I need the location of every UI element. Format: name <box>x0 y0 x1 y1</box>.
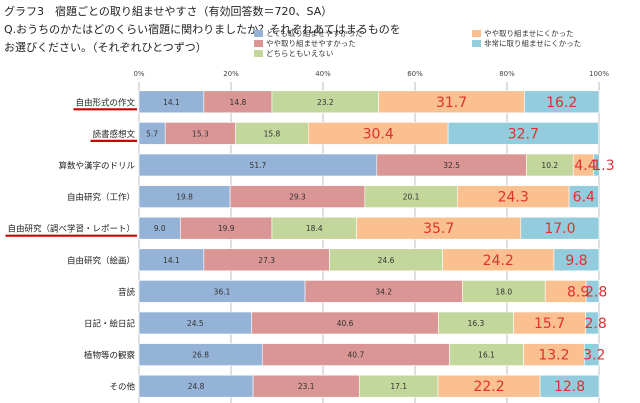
value-label: 15.3 <box>192 129 209 138</box>
category-label: 自由研究（調べ学習・レポート） <box>7 224 135 235</box>
question-line-2: お選びください。（それぞれひとつずつ） <box>4 41 207 54</box>
value-label: 14.1 <box>163 98 180 107</box>
value-label: 18.0 <box>495 287 512 296</box>
x-tick-label: 40% <box>315 70 331 78</box>
category-label: 算数や漢字のドリル <box>58 161 135 172</box>
value-label: 51.7 <box>250 161 267 170</box>
category-label: 自由形式の作文 <box>75 97 135 108</box>
bar-segment <box>524 90 600 114</box>
value-label: 9.0 <box>154 224 166 233</box>
value-label: 17.1 <box>390 382 407 391</box>
x-tick-label: 100% <box>589 70 609 78</box>
value-label: 4.4 <box>574 158 596 174</box>
legend-swatch <box>254 30 263 37</box>
value-label: 8.9 <box>567 284 589 300</box>
bar-segment <box>585 311 599 335</box>
value-label: 24.2 <box>483 253 514 269</box>
value-label: 24.3 <box>498 190 529 206</box>
value-label: 16.3 <box>468 319 485 328</box>
value-label: 27.3 <box>258 256 275 265</box>
x-tick-label: 80% <box>499 70 515 78</box>
x-tick-label: 20% <box>223 70 239 78</box>
category-label: 自由研究（工作） <box>67 192 135 203</box>
value-label: 22.2 <box>473 379 504 395</box>
value-label: 16.1 <box>478 351 495 360</box>
value-label: 14.1 <box>163 256 180 265</box>
value-label: 19.8 <box>176 193 193 202</box>
category-label: 自由研究（絵画） <box>67 255 135 266</box>
value-label: 40.7 <box>348 351 365 360</box>
value-label: 2.8 <box>585 284 607 300</box>
legend-label: やや取り組ませやすかった <box>266 38 356 48</box>
bar-segment <box>539 374 600 398</box>
chart-title: グラフ3 宿題ごとの取り組ませやすさ（有効回答数＝720、SA） <box>4 5 333 18</box>
value-label: 10.2 <box>541 161 558 170</box>
question-line-1: Q.おうちのかたはどのくらい宿題に関わりましたか？それぞれあてはまるものを <box>4 23 401 36</box>
bar-segment <box>553 248 600 272</box>
value-label: 24.5 <box>187 319 204 328</box>
value-label: 29.3 <box>289 193 306 202</box>
value-label: 2.8 <box>585 316 607 332</box>
category-label: 読書感想文 <box>92 129 135 140</box>
x-tick-label: 0% <box>133 70 144 78</box>
bar-segment <box>447 122 599 145</box>
value-label: 36.1 <box>214 287 231 296</box>
value-label: 6.4 <box>573 190 595 206</box>
value-label: 5.7 <box>146 129 158 138</box>
legend-swatch <box>472 40 481 47</box>
legend-swatch <box>254 50 263 57</box>
bar-segment <box>593 153 600 177</box>
value-label: 30.4 <box>363 126 394 142</box>
legend-label: やや取り組ませにくかった <box>484 28 574 38</box>
legend-label: とても取り組ませやすかった <box>266 28 363 38</box>
value-label: 40.6 <box>337 319 354 328</box>
value-label: 24.8 <box>188 382 205 391</box>
value-label: 24.6 <box>378 256 395 265</box>
value-label: 23.1 <box>298 382 315 391</box>
value-label: 32.7 <box>508 126 539 142</box>
value-label: 1.3 <box>592 158 614 174</box>
value-label: 12.8 <box>554 379 585 395</box>
value-label: 31.7 <box>436 95 467 111</box>
value-label: 32.5 <box>443 161 460 170</box>
value-label: 9.8 <box>565 253 587 269</box>
bar-segment <box>583 343 600 366</box>
legend-swatch <box>472 30 481 37</box>
category-label: 植物等の観察 <box>84 350 136 361</box>
value-label: 19.9 <box>218 224 235 233</box>
value-label: 23.2 <box>317 98 334 107</box>
value-label: 18.4 <box>306 224 323 233</box>
value-label: 20.1 <box>403 193 420 202</box>
value-label: 13.2 <box>538 348 569 364</box>
x-tick-label: 60% <box>407 70 423 78</box>
legend-label: どちらともいえない <box>266 49 333 58</box>
value-label: 3.2 <box>583 348 605 364</box>
value-label: 17.0 <box>544 221 575 237</box>
value-label: 26.8 <box>192 351 209 360</box>
value-label: 34.2 <box>375 287 392 296</box>
category-label: その他 <box>109 382 135 393</box>
bar-segment <box>568 185 599 208</box>
bar-segment <box>585 280 600 303</box>
legend-swatch <box>254 40 263 47</box>
value-label: 35.7 <box>423 221 454 237</box>
value-label: 14.8 <box>230 98 247 107</box>
legend-label: 非常に取り組ませにくかった <box>484 38 581 48</box>
category-label: 音読 <box>118 287 136 298</box>
category-label: 日記・絵日記 <box>84 319 136 330</box>
bar-segment <box>520 216 600 240</box>
value-label: 15.8 <box>264 129 281 138</box>
value-label: 16.2 <box>546 95 577 111</box>
value-label: 15.7 <box>534 316 565 332</box>
